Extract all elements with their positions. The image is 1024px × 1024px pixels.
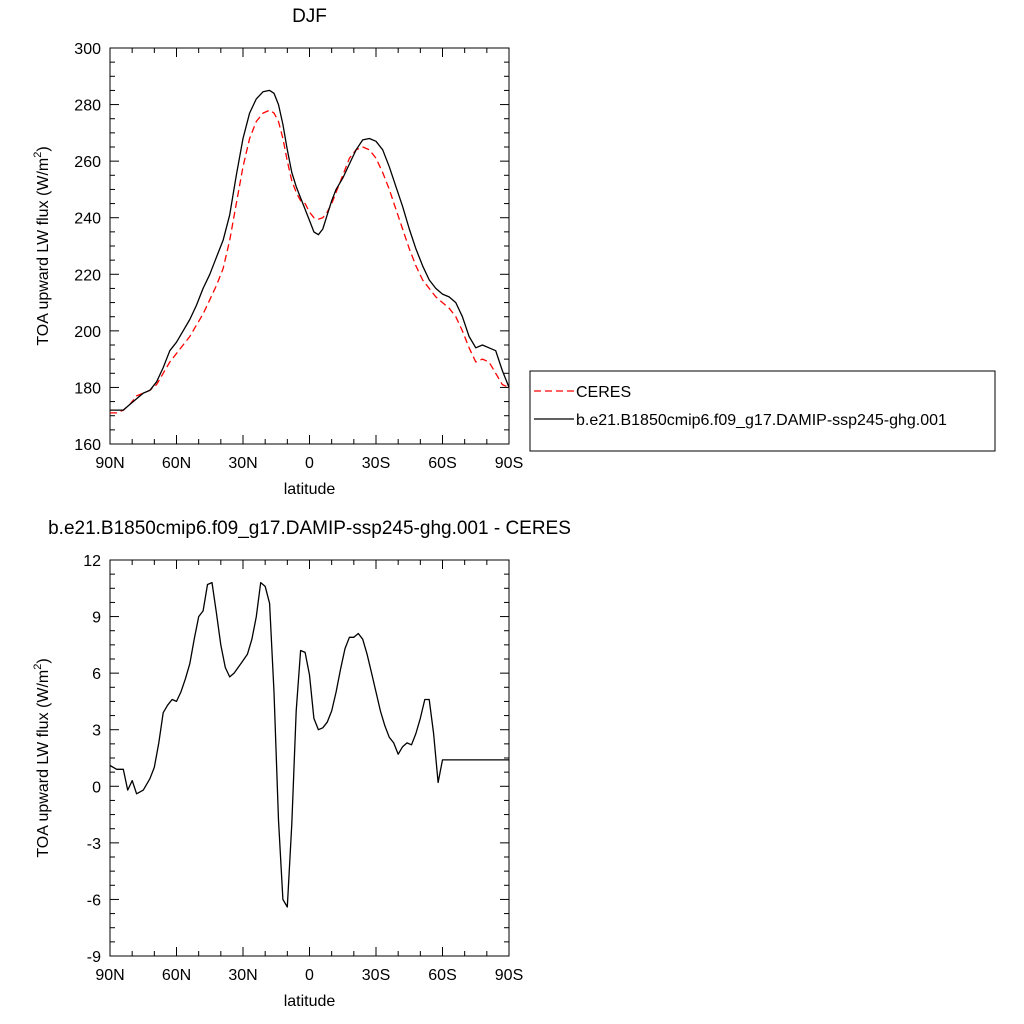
legend-label-ceres: CERES — [576, 384, 631, 401]
x-tick-label: 60S — [428, 967, 456, 984]
bottom-chart-panel: b.e21.B1850cmip6.f09_g17.DAMIP-ssp245-gh… — [32, 518, 571, 1010]
x-axis-label: latitude — [284, 993, 336, 1010]
y-axis-label-superscript: 2 — [32, 664, 44, 670]
y-tick-label: 200 — [74, 324, 101, 341]
series-line-ceres — [110, 109, 510, 414]
y-tick-label: -9 — [87, 949, 101, 966]
x-tick-label: 90S — [495, 455, 523, 472]
x-tick-label: 0 — [305, 455, 314, 472]
y-axis-label-main: TOA upward LW flux (W/m — [35, 670, 52, 858]
y-tick-label: 3 — [92, 723, 101, 740]
x-tick-label: 60N — [162, 967, 191, 984]
y-tick-label: 180 — [74, 380, 101, 397]
y-axis-label-superscript: 2 — [32, 152, 44, 158]
y-axis-label-main: TOA upward LW flux (W/m — [35, 158, 52, 346]
series-line-model — [110, 89, 510, 411]
y-tick-label: 260 — [74, 154, 101, 171]
y-axis-label-tail: ) — [35, 146, 52, 151]
x-tick-label: 90S — [495, 967, 523, 984]
x-tick-label: 90N — [95, 967, 124, 984]
x-tick-label: 30S — [362, 455, 390, 472]
y-axis-label: TOA upward LW flux (W/m2) — [32, 146, 52, 345]
x-tick-label: 60N — [162, 455, 191, 472]
top-chart-panel: DJF 90N 60N 30N 0 30S 60S 90S 160 180 200 220 240 260… — [32, 6, 523, 498]
x-axis-label: latitude — [284, 481, 336, 498]
y-tick-label: 160 — [74, 437, 101, 454]
x-tick-label: 30N — [228, 455, 257, 472]
x-tick-label: 30N — [228, 967, 257, 984]
plot-frame — [109, 47, 510, 445]
y-tick-label: 300 — [74, 41, 101, 58]
y-tick-label: 6 — [92, 666, 101, 683]
x-tick-label: 0 — [305, 967, 314, 984]
x-tick-label: 60S — [428, 455, 456, 472]
chart-title: b.e21.B1850cmip6.f09_g17.DAMIP-ssp245-gh… — [48, 518, 571, 539]
y-tick-label: -6 — [87, 892, 101, 909]
legend-box — [529, 370, 996, 452]
y-tick-label: 12 — [83, 553, 101, 570]
chart-title: DJF — [292, 6, 327, 27]
y-axis-label: TOA upward LW flux (W/m2) — [32, 658, 52, 857]
y-tick-label: -3 — [87, 836, 101, 853]
y-axis-label-tail: ) — [35, 658, 52, 663]
x-tick-label: 90N — [95, 455, 124, 472]
plot-frame — [109, 559, 510, 957]
y-tick-label: 9 — [92, 610, 101, 627]
y-tick-label: 220 — [74, 267, 101, 284]
legend: CERES b.e21.B1850cmip6.f09_g17.DAMIP-ssp2… — [529, 370, 996, 452]
x-tick-label: 30S — [362, 967, 390, 984]
y-tick-label: 280 — [74, 98, 101, 115]
y-tick-label: 240 — [74, 211, 101, 228]
y-tick-label: 0 — [92, 779, 101, 796]
legend-label-model: b.e21.B1850cmip6.f09_g17.DAMIP-ssp245-gh… — [576, 412, 947, 429]
series-line-difference — [109, 581, 509, 908]
